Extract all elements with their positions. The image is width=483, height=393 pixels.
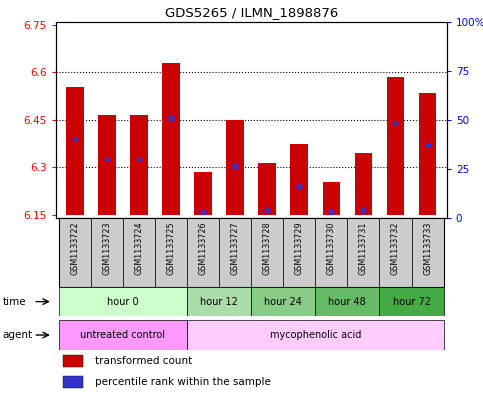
Bar: [130, 115, 148, 215]
Text: GSM1133723: GSM1133723: [102, 222, 112, 275]
Bar: [123, 218, 155, 287]
Text: transformed count: transformed count: [95, 356, 192, 366]
Bar: [323, 182, 340, 215]
Text: GSM1133722: GSM1133722: [71, 222, 79, 275]
Bar: [380, 218, 412, 287]
Text: GSM1133724: GSM1133724: [134, 222, 143, 275]
Bar: [387, 77, 404, 215]
Bar: [219, 218, 251, 287]
Bar: [355, 153, 372, 215]
Text: hour 48: hour 48: [328, 297, 366, 307]
Bar: [412, 218, 443, 287]
Text: GSM1133731: GSM1133731: [359, 222, 368, 275]
Bar: [66, 86, 84, 215]
Bar: [63, 355, 83, 367]
Text: mycophenolic acid: mycophenolic acid: [270, 330, 361, 340]
Bar: [91, 218, 123, 287]
Text: hour 0: hour 0: [107, 297, 139, 307]
Bar: [63, 376, 83, 388]
Text: hour 72: hour 72: [393, 297, 430, 307]
Text: agent: agent: [2, 330, 32, 340]
Text: GSM1133733: GSM1133733: [423, 222, 432, 275]
Bar: [162, 63, 180, 215]
Text: percentile rank within the sample: percentile rank within the sample: [95, 377, 270, 387]
Bar: [380, 287, 443, 316]
Bar: [251, 218, 283, 287]
Text: GSM1133725: GSM1133725: [167, 222, 175, 275]
Text: hour 12: hour 12: [200, 297, 238, 307]
Bar: [59, 320, 187, 350]
Bar: [315, 287, 380, 316]
Text: GSM1133732: GSM1133732: [391, 222, 400, 275]
Bar: [419, 93, 436, 215]
Bar: [59, 218, 91, 287]
Bar: [290, 143, 308, 215]
Bar: [194, 172, 212, 215]
Bar: [187, 287, 251, 316]
Title: GDS5265 / ILMN_1898876: GDS5265 / ILMN_1898876: [165, 6, 338, 19]
Bar: [251, 287, 315, 316]
Bar: [98, 115, 115, 215]
Bar: [155, 218, 187, 287]
Text: GSM1133730: GSM1133730: [327, 222, 336, 275]
Text: hour 24: hour 24: [264, 297, 302, 307]
Bar: [227, 120, 244, 215]
Bar: [187, 218, 219, 287]
Text: untreated control: untreated control: [80, 330, 165, 340]
Text: GSM1133729: GSM1133729: [295, 222, 304, 275]
Text: GSM1133728: GSM1133728: [263, 222, 272, 275]
Bar: [258, 163, 276, 215]
Text: time: time: [2, 297, 26, 307]
Text: GSM1133727: GSM1133727: [230, 222, 240, 275]
Bar: [59, 287, 187, 316]
Bar: [283, 218, 315, 287]
Bar: [315, 218, 347, 287]
Bar: [187, 320, 443, 350]
Text: GSM1133726: GSM1133726: [199, 222, 208, 275]
Bar: [347, 218, 380, 287]
